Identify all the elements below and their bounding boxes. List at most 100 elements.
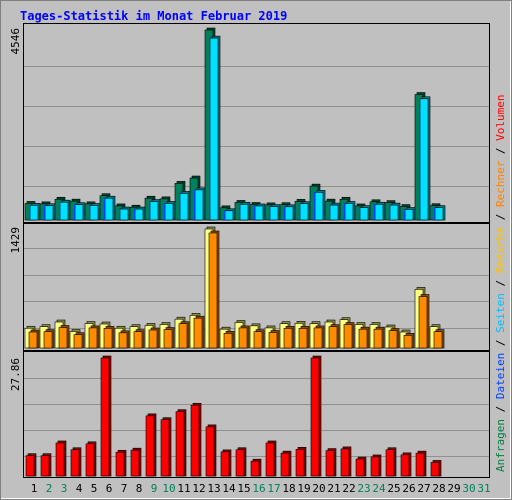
bar-dateien-day-8	[134, 209, 136, 220]
bar-dateien-day-26	[404, 209, 406, 220]
day-label-7: 7	[121, 482, 128, 495]
bar-volumen-day-14	[220, 451, 230, 477]
bar-volumen-day-1	[25, 455, 35, 477]
legend-item-anfragen: Anfragen	[494, 419, 507, 472]
bar-volumen-day-5	[85, 443, 95, 477]
day-label-5: 5	[91, 482, 98, 495]
bar-dateien-day-16	[254, 205, 256, 220]
bar-seiten-day-12	[194, 189, 204, 221]
day-label-15: 15	[237, 482, 250, 495]
bar-rechner-day-18	[283, 328, 293, 349]
bar-rechner-day-21	[328, 326, 338, 349]
bar-volumen-day-8	[130, 449, 140, 477]
x-axis-day-labels: 1 2 3 4 5 6 7 8 9 10 11 12 13 14 15 16 17 18 19 20 21 22 23 24 2…	[31, 482, 491, 495]
day-label-21: 21	[327, 482, 340, 495]
bar-seiten-day-4	[74, 204, 84, 221]
day-label-14: 14	[222, 482, 236, 495]
bar-dateien-day-4	[74, 204, 76, 220]
bar-dateien-day-7	[119, 209, 121, 220]
day-label-23: 23	[357, 482, 370, 495]
bar-dateien-day-27	[419, 107, 421, 220]
day-label-2: 2	[46, 482, 53, 495]
bar-seiten-day-22	[344, 203, 354, 221]
bar-dateien-day-1	[29, 205, 31, 220]
bar-seiten-day-7	[119, 208, 129, 221]
bar-seiten-day-26	[404, 209, 414, 221]
legend-separator: /	[494, 141, 507, 161]
bar-seiten-day-11	[179, 193, 189, 221]
bar-volumen-day-19	[295, 449, 305, 477]
bar-seiten-day-2	[44, 205, 54, 221]
bar-rechner-day-14	[223, 333, 233, 349]
bar-dateien-day-5	[89, 205, 91, 220]
bar-seiten-day-10	[164, 203, 174, 221]
day-label-28: 28	[432, 482, 445, 495]
bar-volumen-day-26	[400, 454, 410, 477]
bar-volumen-day-4	[70, 449, 80, 477]
legend-item-volumen: Volumen	[494, 94, 507, 140]
day-label-1: 1	[31, 482, 38, 495]
legend-item-dateien: Dateien	[494, 353, 507, 399]
panel-top-ymax-label: 4546	[9, 28, 22, 55]
bar-dateien-day-9	[149, 201, 151, 220]
bar-rechner-day-6	[103, 328, 113, 349]
bar-dateien-day-18	[284, 206, 286, 220]
bar-rechner-day-8	[133, 331, 143, 349]
day-label-24: 24	[372, 482, 386, 495]
bar-seiten-day-28	[434, 207, 444, 221]
day-label-10: 10	[162, 482, 175, 495]
legend-separator: /	[494, 207, 507, 227]
bar-rechner-day-15	[238, 327, 248, 349]
bar-rechner-day-24	[373, 328, 383, 349]
bar-rechner-day-25	[388, 330, 398, 349]
panel-middle-bars	[24, 226, 445, 349]
bar-rechner-day-4	[73, 334, 83, 349]
legend-item-seiten: Seiten	[494, 293, 507, 333]
panel-top-grid	[24, 66, 489, 187]
bar-dateien-day-22	[344, 203, 346, 220]
bar-volumen-day-13	[205, 426, 215, 477]
day-label-11: 11	[177, 482, 190, 495]
day-label-26: 26	[402, 482, 415, 495]
bar-seiten-day-1	[29, 205, 39, 221]
bar-dateien-day-10	[164, 203, 166, 220]
bar-seiten-day-6	[104, 197, 114, 221]
day-label-13: 13	[207, 482, 220, 495]
bar-volumen-day-12	[190, 404, 200, 477]
day-label-30: 30	[462, 482, 475, 495]
bar-rechner-day-27	[418, 296, 428, 349]
bar-rechner-day-20	[313, 327, 323, 349]
bar-seiten-day-16	[254, 205, 264, 221]
bar-volumen-day-10	[160, 419, 170, 477]
bar-rechner-day-22	[343, 324, 353, 349]
bar-dateien-day-14	[224, 210, 226, 220]
bar-dateien-day-25	[389, 205, 391, 220]
bar-volumen-day-22	[340, 448, 350, 477]
bar-rechner-day-1	[28, 331, 38, 349]
bar-rechner-day-13	[208, 232, 218, 349]
panel-bottom: 27.86	[9, 351, 490, 478]
bar-rechner-day-11	[178, 323, 188, 349]
bar-seiten-day-19	[299, 203, 309, 221]
bar-rechner-day-5	[88, 327, 98, 349]
day-label-31: 31	[477, 482, 490, 495]
bar-seiten-day-14	[224, 210, 234, 221]
bar-rechner-day-12	[193, 317, 203, 349]
bar-rechner-day-23	[358, 328, 368, 349]
bar-volumen-day-23	[355, 458, 365, 477]
bar-seiten-day-3	[59, 201, 69, 221]
day-label-17: 17	[267, 482, 280, 495]
bar-seiten-day-13	[209, 37, 219, 221]
chart-title: Tages-Statistik im Monat Februar 2019	[20, 9, 287, 23]
bar-seiten-day-25	[389, 204, 399, 221]
day-label-20: 20	[312, 482, 325, 495]
bar-seiten-day-8	[134, 208, 144, 221]
bar-dateien-day-6	[104, 198, 106, 220]
panel-middle: 1429	[9, 223, 490, 351]
bar-volumen-day-24	[370, 456, 380, 477]
bar-volumen-day-28	[430, 462, 440, 477]
bar-volumen-day-16	[250, 460, 260, 477]
bar-seiten-day-5	[89, 205, 99, 221]
day-label-16: 16	[252, 482, 265, 495]
